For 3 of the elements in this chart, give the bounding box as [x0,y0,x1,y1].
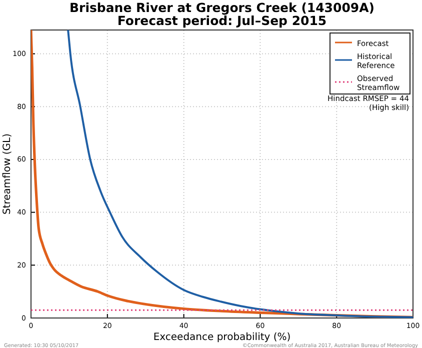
chart-title: Brisbane River at Gregors Creek (143009A) [70,0,374,15]
x-axis-title: Exceedance probability (%) [153,332,291,343]
y-axis-title: Streamflow (GL) [2,133,13,215]
